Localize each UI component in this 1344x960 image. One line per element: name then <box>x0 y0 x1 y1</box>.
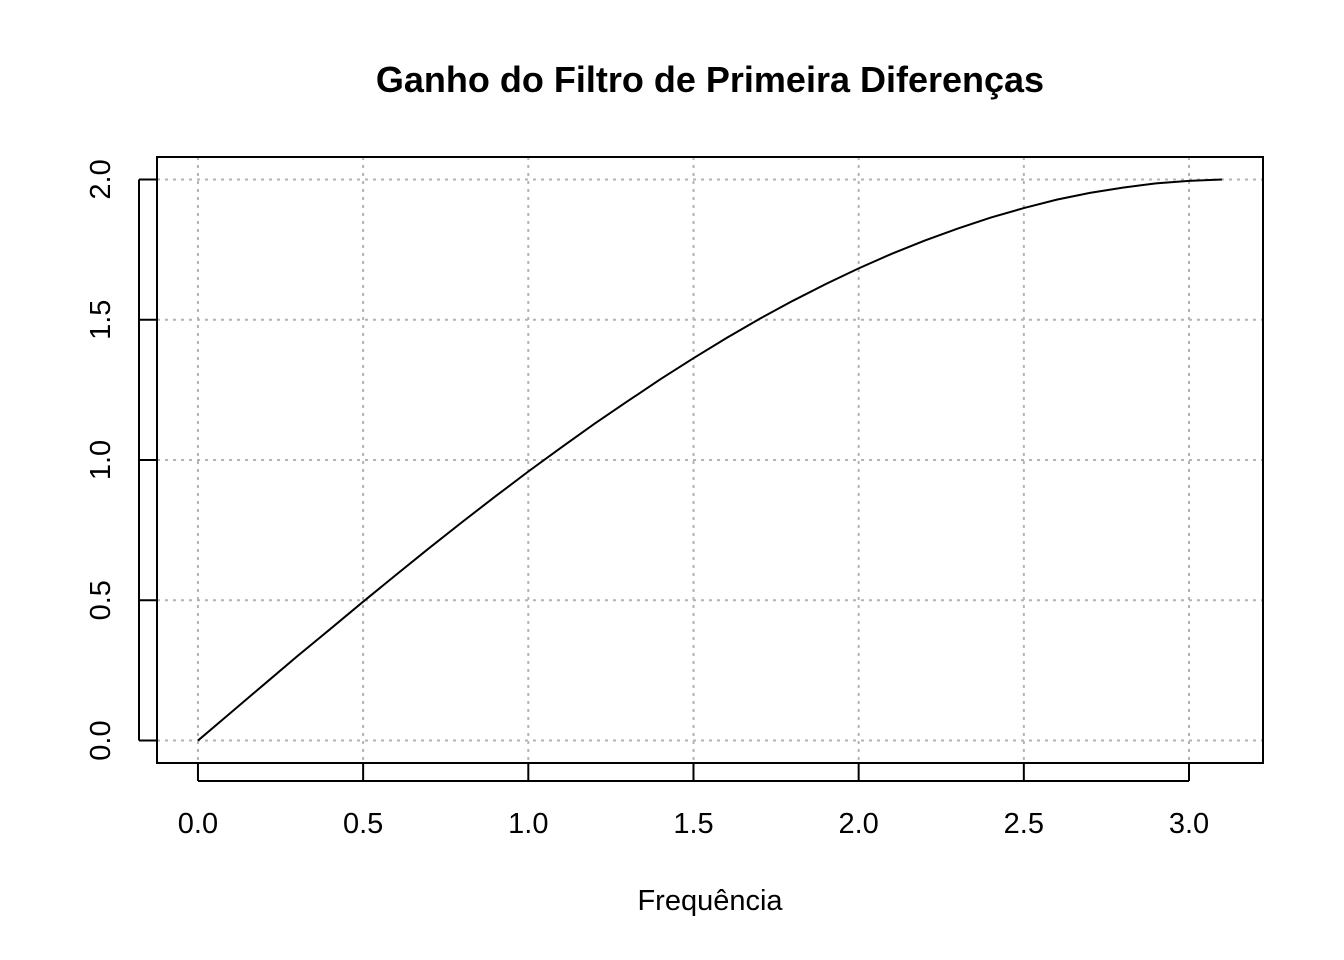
y-tick-label: 1.0 <box>85 440 117 480</box>
x-tick-label: 1.5 <box>673 808 713 840</box>
y-tick-label: 2.0 <box>85 159 117 199</box>
series-layer <box>197 178 1223 742</box>
y-axis: 0.0 0.5 1.0 1.5 2.0 <box>85 159 157 761</box>
series-line-0 <box>197 178 1223 742</box>
x-axis: 0.0 0.5 1.0 1.5 2.0 2.5 3.0 <box>178 763 1209 840</box>
x-tick-label: 1.0 <box>508 808 548 840</box>
y-tick-label: 0.0 <box>85 720 117 760</box>
x-axis-label: Frequência <box>637 885 783 917</box>
chart-title: Ganho do Filtro de Primeira Diferenças <box>376 59 1044 100</box>
x-tick-label: 0.5 <box>343 808 383 840</box>
x-tick-label: 3.0 <box>1169 808 1209 840</box>
y-tick-label: 0.5 <box>85 580 117 620</box>
grid <box>157 157 1263 763</box>
x-tick-label: 2.0 <box>838 808 878 840</box>
x-tick-label: 2.5 <box>1004 808 1044 840</box>
y-tick-label: 1.5 <box>85 300 117 340</box>
x-tick-label: 0.0 <box>178 808 218 840</box>
